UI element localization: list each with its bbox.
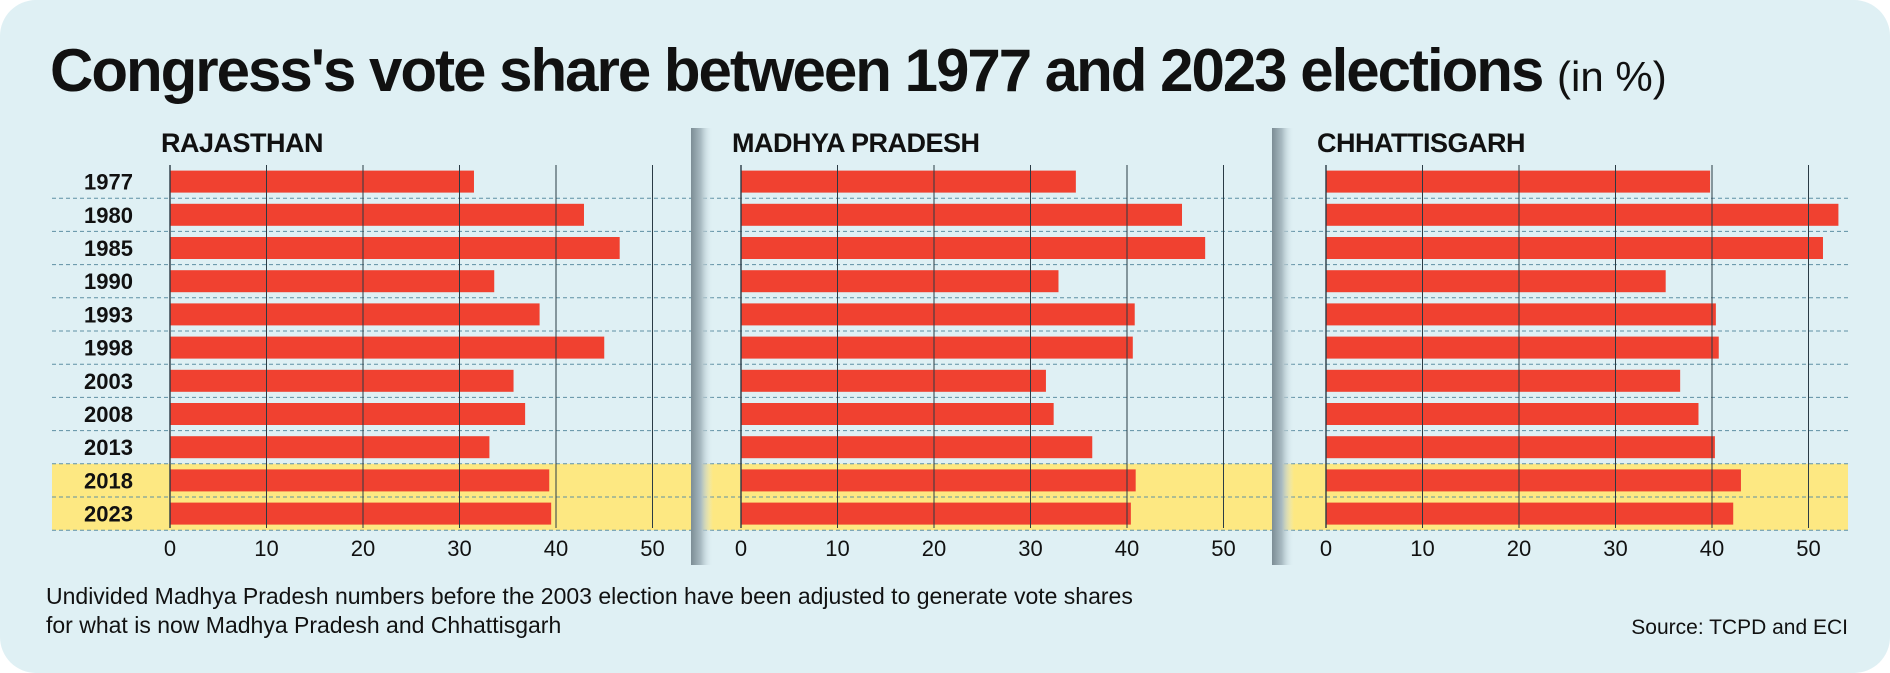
bar-1993: [741, 303, 1135, 326]
year-label-1993: 1993: [84, 302, 133, 327]
bar-1980: [1326, 203, 1839, 226]
x-tick-label-20: 20: [922, 536, 946, 561]
x-tick-label-10: 10: [1410, 536, 1434, 561]
x-tick-label-0: 0: [1320, 536, 1332, 561]
chart-title-text: Congress's vote share between 1977 and 2…: [50, 37, 1544, 104]
x-tick-label-50: 50: [1796, 536, 1820, 561]
bar-2013: [1326, 436, 1715, 459]
bar-1977: [741, 170, 1076, 193]
x-tick-label-10: 10: [254, 536, 278, 561]
chart-title-unit: (in %): [1557, 53, 1667, 100]
x-tick-label-40: 40: [1115, 536, 1139, 561]
panel-divider: [691, 128, 713, 565]
source-credit: Source: TCPD and ECI: [1631, 616, 1848, 639]
bar-1985: [741, 237, 1206, 259]
bar-2023: [741, 502, 1131, 525]
bar-1985: [170, 237, 620, 259]
panel-title: CHHATTISGARH: [1317, 128, 1525, 158]
bar-1977: [170, 170, 474, 193]
footnote: Undivided Madhya Pradesh numbers before …: [46, 583, 1133, 638]
chart-title: Congress's vote share between 1977 and 2…: [50, 26, 1667, 122]
bar-2008: [170, 403, 526, 425]
x-tick-label-0: 0: [164, 536, 176, 561]
x-tick-label-20: 20: [1507, 536, 1531, 561]
bar-1990: [1326, 270, 1666, 293]
panel-chhattisgarh: CHHATTISGARH 0 10 20 30 40 50: [1317, 128, 1839, 561]
x-tick-label-20: 20: [351, 536, 375, 561]
year-label-1980: 1980: [84, 203, 133, 228]
bar-2013: [741, 436, 1093, 459]
year-label-1998: 1998: [84, 336, 133, 361]
bar-1980: [170, 203, 584, 226]
bar-2003: [741, 369, 1046, 392]
year-label-1977: 1977: [84, 170, 133, 195]
x-tick-label-40: 40: [544, 536, 568, 561]
year-label-1990: 1990: [84, 269, 133, 294]
year-label-2023: 2023: [84, 502, 133, 527]
x-tick-label-30: 30: [1018, 536, 1042, 561]
x-tick-label-0: 0: [735, 536, 747, 561]
bar-1998: [170, 336, 605, 359]
x-tick-label-30: 30: [1603, 536, 1627, 561]
x-tick-label-30: 30: [447, 536, 471, 561]
bar-2018: [741, 469, 1136, 492]
year-label-2003: 2003: [84, 369, 133, 394]
panel-madhya-pradesh: MADHYA PRADESH 0 10 20 30 40 50: [732, 128, 1236, 561]
x-tick-label-50: 50: [640, 536, 664, 561]
bar-1993: [170, 303, 540, 326]
panel-divider: [1272, 128, 1294, 565]
bar-1990: [741, 270, 1059, 293]
bar-2003: [1326, 369, 1681, 392]
bar-2018: [1326, 469, 1741, 492]
bar-2023: [1326, 502, 1734, 525]
bar-2008: [741, 403, 1054, 425]
year-label-1985: 1985: [84, 236, 133, 261]
year-label-2013: 2013: [84, 435, 133, 460]
bar-1998: [1326, 336, 1719, 359]
bar-2018: [170, 469, 550, 492]
panel-title: RAJASTHAN: [161, 128, 323, 158]
bar-1990: [170, 270, 495, 293]
bar-2008: [1326, 403, 1699, 425]
bar-1980: [741, 203, 1183, 226]
bar-1993: [1326, 303, 1716, 326]
bar-1998: [741, 336, 1133, 359]
year-label-2008: 2008: [84, 402, 133, 427]
bar-2003: [170, 369, 514, 392]
x-tick-label-40: 40: [1700, 536, 1724, 561]
bar-2013: [170, 436, 490, 459]
x-tick-label-50: 50: [1211, 536, 1235, 561]
bar-1985: [1326, 237, 1823, 259]
bar-2023: [170, 502, 552, 525]
panel-rajasthan: RAJASTHAN 0 10 20 30 40 50: [161, 128, 665, 561]
bar-1977: [1326, 170, 1711, 193]
x-tick-label-10: 10: [825, 536, 849, 561]
panel-title: MADHYA PRADESH: [732, 128, 980, 158]
year-label-2018: 2018: [84, 468, 133, 493]
